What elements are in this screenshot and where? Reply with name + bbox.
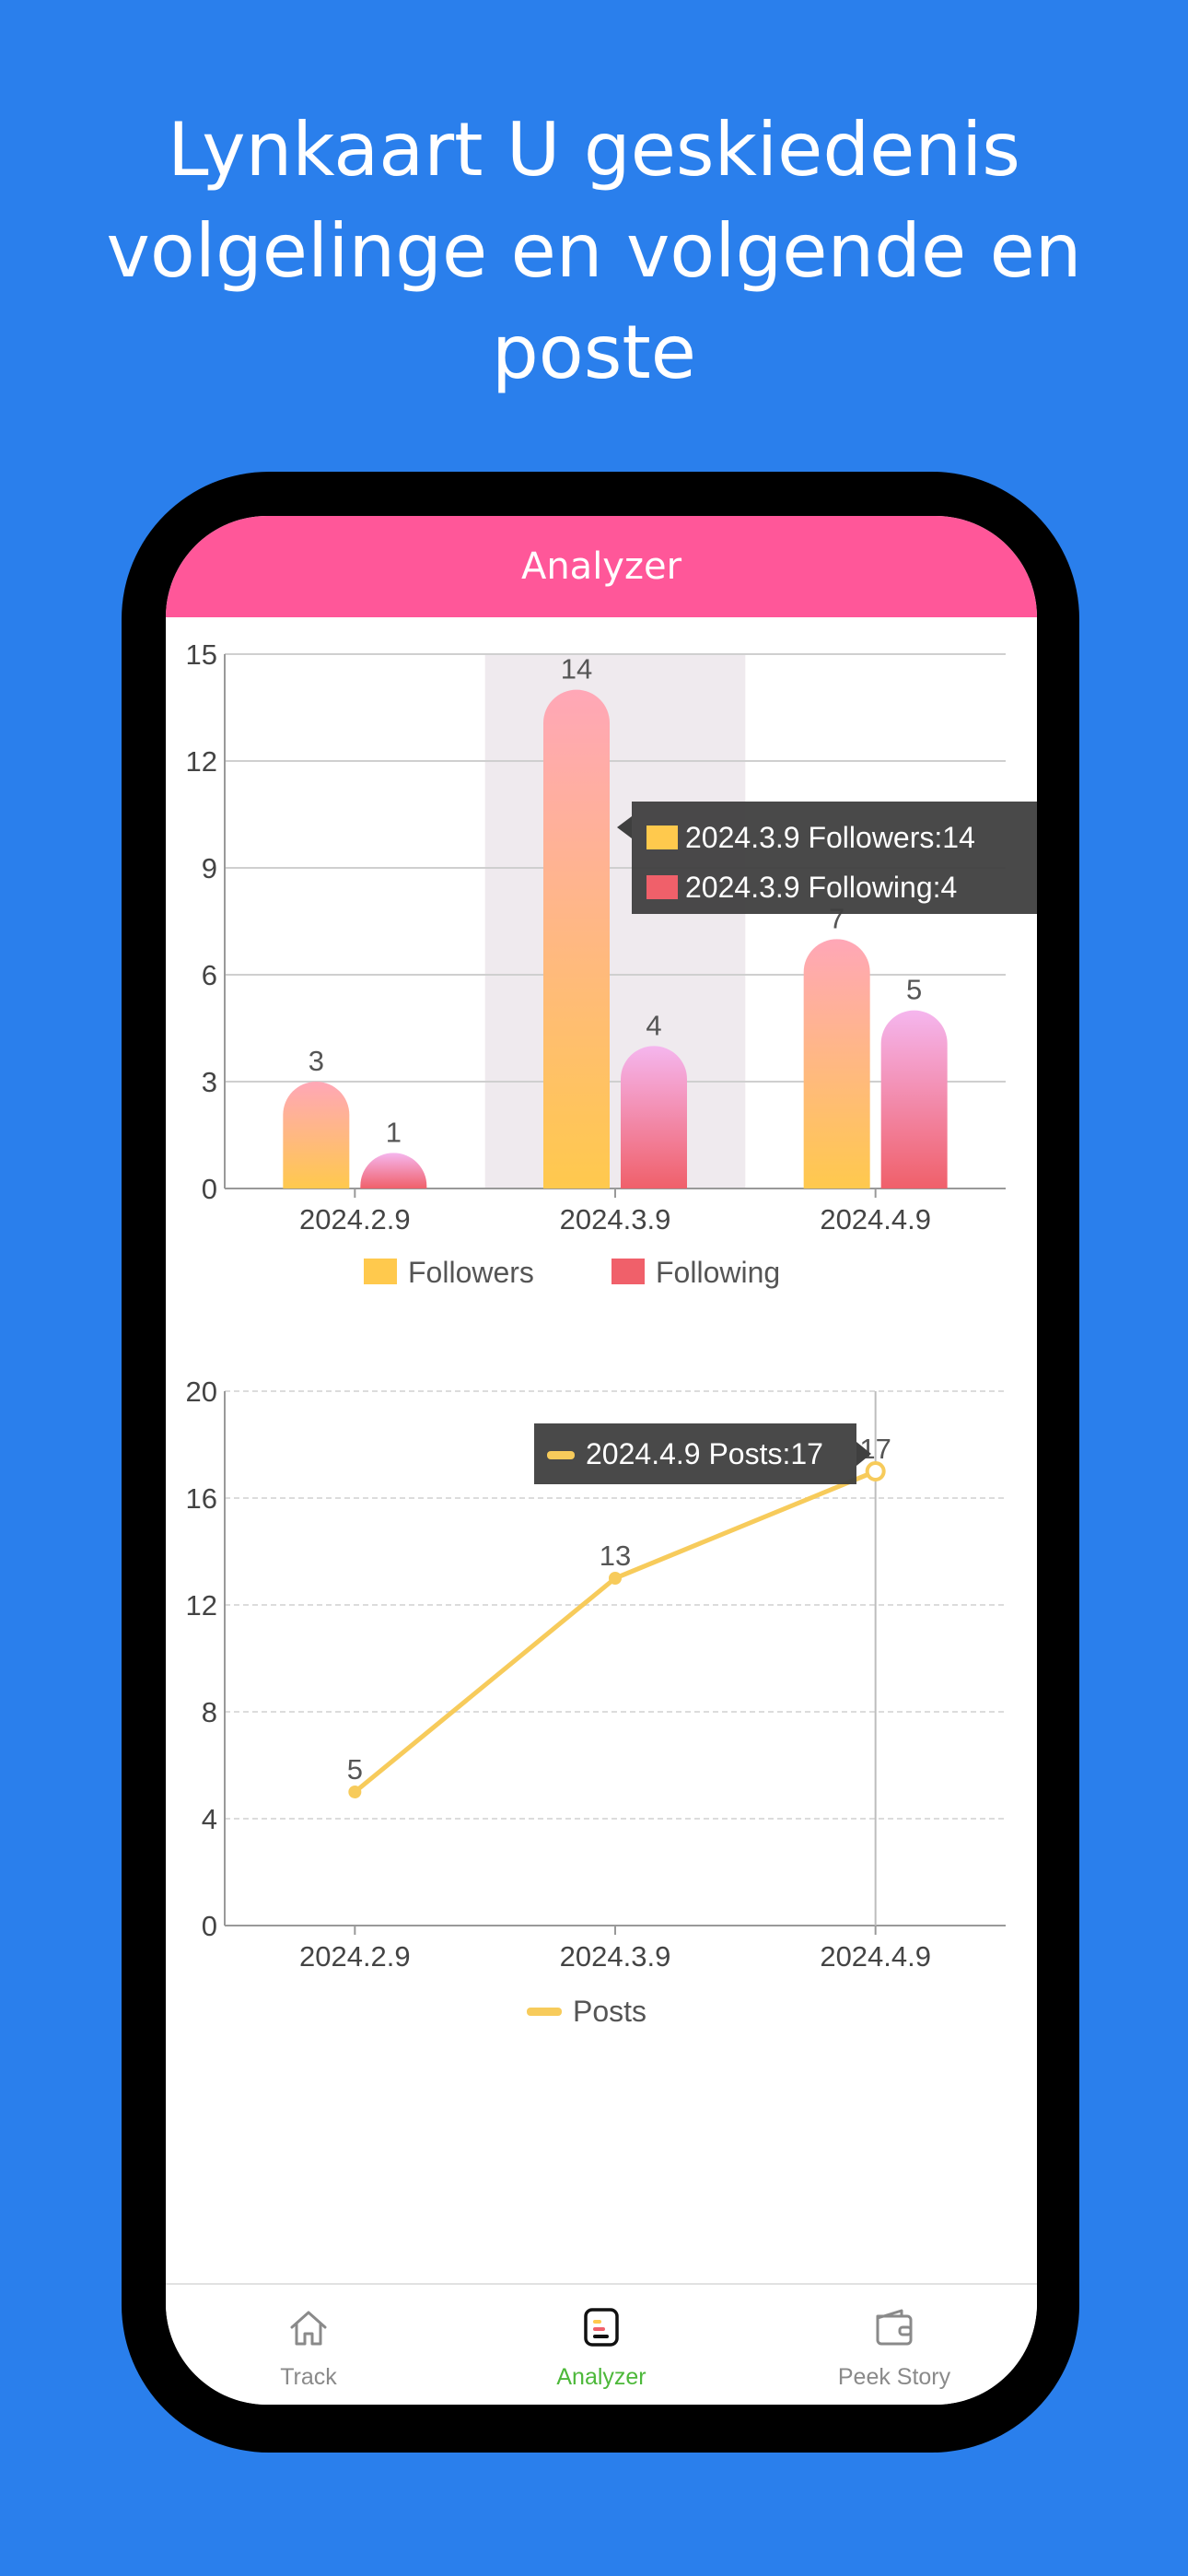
bar-value-label: 5 (906, 974, 922, 1006)
nav-item-peek-story[interactable]: Peek Story (784, 2285, 1005, 2405)
y-tick-label: 0 (202, 1173, 217, 1205)
posts-line (353, 1469, 877, 1794)
bar-followers (803, 939, 870, 1188)
tooltip-box (632, 802, 1037, 914)
y-tick-label: 0 (202, 1910, 217, 1942)
tooltip-box (534, 1423, 856, 1484)
x-tick-label: 2024.4.9 (820, 1203, 931, 1235)
y-tick-label: 4 (202, 1803, 217, 1835)
y-tick-label: 9 (202, 852, 217, 884)
analyzer-icon (584, 2308, 619, 2347)
posts-point (609, 1572, 622, 1585)
bar-followers (283, 1082, 350, 1188)
bar-followers (543, 689, 610, 1188)
tooltip-line-followers: 2024.3.9 Followers:14 (685, 821, 975, 854)
tooltip-line-following: 2024.3.9 Following:4 (685, 871, 957, 904)
legend-swatch-followers (364, 1259, 397, 1284)
x-tick-label: 2024.3.9 (560, 1940, 671, 1973)
bar-value-label: 4 (646, 1009, 661, 1041)
bar-value-label: 1 (386, 1116, 402, 1148)
bottom-nav: Track Analyzer Peek Story (166, 2283, 1037, 2405)
legend-label-following: Following (656, 1256, 780, 1289)
tooltip-swatch-followers (646, 825, 678, 849)
tooltip-pointer (617, 816, 632, 838)
tooltip-pointer (856, 1442, 871, 1466)
bar-following (360, 1153, 427, 1188)
legend-swatch-posts (527, 2008, 562, 2016)
x-tick-label: 2024.2.9 (299, 1203, 411, 1235)
phone-screen: Analyzer 0 3 6 9 12 15 3 1 2024.2.9 14 4 2024.3.9 7 5… (166, 516, 1037, 2405)
y-tick-label: 15 (186, 638, 217, 671)
headline-line-2: volgelinge en volgende en (106, 208, 1082, 294)
headline: Lynkaart U geskiedenis volgelinge en vol… (0, 100, 1188, 404)
app-title: Analyzer (166, 516, 1037, 617)
headline-line-3: poste (492, 310, 696, 395)
x-tick-label: 2024.4.9 (820, 1940, 931, 1973)
tooltip-line-posts: 2024.4.9 Posts:17 (586, 1437, 823, 1470)
bar-chart-svg: 03691215312024.2.91442024.3.9752024.4.9F… (186, 638, 1037, 1289)
y-tick-label: 8 (202, 1696, 217, 1728)
posts-line-chart[interactable]: 0 4 8 12 16 20 5 2024.2.9 13 2024.3.9 17 2024.4.9 Po… (166, 1373, 1037, 2110)
bar-value-label: 3 (309, 1045, 324, 1077)
legend-label-posts: Posts (573, 1995, 646, 2028)
nav-item-track[interactable]: Track (198, 2285, 419, 2405)
legend-swatch-following (611, 1259, 645, 1284)
posts-point (348, 1786, 362, 1798)
point-value-label: 13 (600, 1540, 631, 1572)
y-tick-label: 12 (186, 745, 217, 778)
x-tick-label: 2024.2.9 (299, 1940, 411, 1973)
posts-point (865, 1461, 886, 1481)
tooltip-swatch-posts (547, 1451, 575, 1459)
nav-label-analyzer: Analyzer (556, 2364, 646, 2390)
point-value-label: 5 (347, 1753, 363, 1786)
bar-value-label: 14 (561, 653, 592, 685)
nav-item-analyzer[interactable]: Analyzer (491, 2285, 712, 2405)
bar-following (880, 1010, 948, 1188)
line-chart-svg: 04812162052024.2.9132024.3.9172024.4.9Po… (186, 1376, 1006, 2028)
y-tick-label: 6 (202, 959, 217, 991)
y-tick-label: 20 (186, 1376, 217, 1408)
headline-line-1: Lynkaart U geskiedenis (168, 107, 1020, 193)
nav-label-peek-story: Peek Story (837, 2364, 951, 2390)
tooltip-swatch-following (646, 875, 678, 899)
x-tick-label: 2024.3.9 (560, 1203, 671, 1235)
bar-following (621, 1046, 687, 1188)
y-tick-label: 12 (186, 1589, 217, 1622)
highlight-band (484, 654, 746, 1188)
y-tick-label: 3 (202, 1066, 217, 1098)
followers-bar-chart[interactable]: 0 3 6 9 12 15 3 1 2024.2.9 14 4 2024.3.9 7 5 2024.4.9 F… (166, 617, 1037, 1317)
legend-label-followers: Followers (408, 1256, 534, 1289)
nav-label-track: Track (280, 2364, 337, 2390)
wallet-icon (876, 2309, 913, 2346)
y-tick-label: 16 (186, 1482, 217, 1515)
home-icon (290, 2311, 327, 2346)
